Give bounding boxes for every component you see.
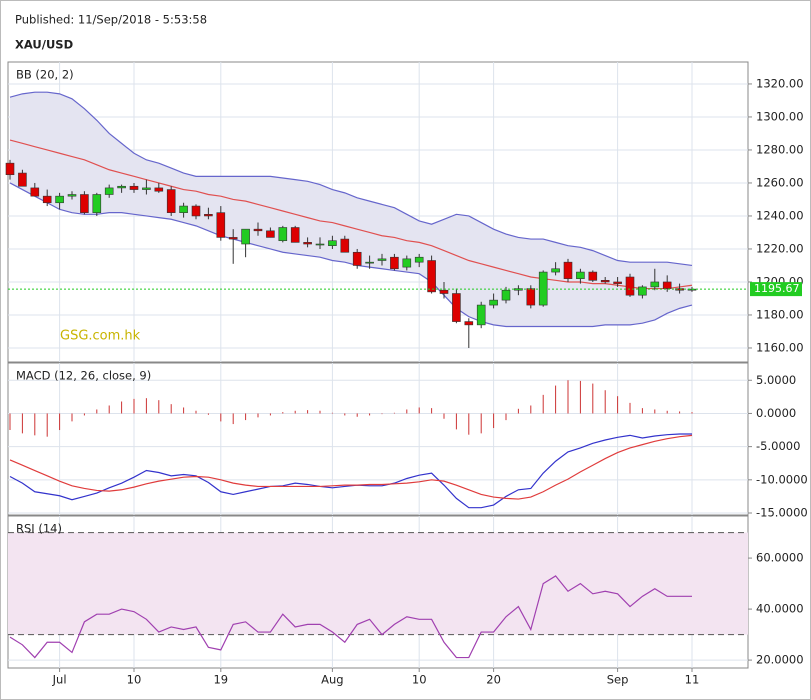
y-tick-label: -10.0000 <box>756 472 808 486</box>
band-lower <box>9 182 693 328</box>
candle-body <box>514 288 523 291</box>
candle-body <box>675 288 684 291</box>
band-area <box>10 92 692 327</box>
signal-line <box>9 434 693 500</box>
last-price-box <box>750 282 802 297</box>
candle-body <box>625 276 635 296</box>
candle-body <box>129 185 139 190</box>
level-band <box>8 532 748 635</box>
candle-body <box>613 281 622 284</box>
candle-body <box>315 243 325 246</box>
candle-body <box>154 187 164 192</box>
candle-body <box>439 289 449 294</box>
candle-body <box>228 237 238 240</box>
y-tick-label: 1260.00 <box>756 175 804 189</box>
y-tick-label: 0.0000 <box>756 406 796 420</box>
candle-body <box>501 289 511 301</box>
candle-body <box>80 194 89 213</box>
y-tick-label: 1320.00 <box>756 76 804 90</box>
x-tick-label: 11 <box>685 673 700 687</box>
candle-body <box>266 230 275 238</box>
y-tick-label: -5.0000 <box>756 439 800 453</box>
candle-body <box>427 260 436 293</box>
x-tick-label: 19 <box>213 673 228 687</box>
y-tick-label: 20.0000 <box>756 653 804 667</box>
macd-line <box>9 433 692 509</box>
candle-body <box>600 280 610 283</box>
candle-body <box>179 205 188 213</box>
watermark: GSG.com.hk <box>60 329 141 344</box>
candle-body <box>142 187 151 190</box>
candle-body <box>551 268 560 273</box>
x-tick-label: 20 <box>486 673 501 687</box>
candle-body <box>92 194 102 213</box>
candle-body <box>290 227 300 243</box>
pane <box>7 362 749 516</box>
candle-body <box>662 281 672 289</box>
candle-body <box>402 258 412 268</box>
candle-body <box>166 189 176 213</box>
x-tick-label: 10 <box>127 673 142 687</box>
y-tick-label: -15.0000 <box>756 506 808 520</box>
candle-body <box>638 286 647 296</box>
x-tick-label: Jul <box>52 673 67 687</box>
y-tick-label: 1280.00 <box>756 142 804 156</box>
y-tick-label: 1300.00 <box>756 109 804 123</box>
band-middle <box>9 139 693 290</box>
candle-body <box>278 227 288 242</box>
x-tick-label: Aug <box>321 673 343 687</box>
candle-body <box>352 251 362 266</box>
candle-body <box>5 162 15 176</box>
y-tick-label: 1160.00 <box>756 340 804 354</box>
candle-body <box>588 271 598 281</box>
pane-title: MACD (12, 26, close, 9) <box>16 369 151 383</box>
candle-body <box>216 212 226 238</box>
candle-body <box>452 293 461 322</box>
candle-body <box>526 288 536 306</box>
candle-body <box>18 172 27 187</box>
candle-body <box>303 242 312 245</box>
candle-body <box>191 205 201 217</box>
y-tick-label: 1240.00 <box>756 208 804 222</box>
candle-body <box>328 240 337 246</box>
candle-body <box>377 258 387 261</box>
y-tick-label: 5.0000 <box>756 373 796 387</box>
candle-body <box>576 271 585 279</box>
pane-title: BB (20, 2) <box>16 68 74 82</box>
candle-body <box>42 195 52 204</box>
candle-body <box>650 281 660 288</box>
candle-body <box>204 214 213 217</box>
candle-body <box>67 194 77 197</box>
y-tick-label: 1180.00 <box>756 307 804 321</box>
y-tick-label: 60.0000 <box>756 551 804 565</box>
y-tick-label: 40.0000 <box>756 602 804 616</box>
candle-body <box>464 321 474 326</box>
candle-body <box>563 261 573 279</box>
x-tick-label: 10 <box>412 673 427 687</box>
rsi-line <box>9 575 692 659</box>
candle-body <box>476 304 486 326</box>
candle-body <box>489 299 498 306</box>
y-tick-label: 1220.00 <box>756 241 804 255</box>
x-tick-label: Sep <box>607 673 629 687</box>
pane-title: RSI (14) <box>16 522 62 536</box>
candle-body <box>117 185 126 189</box>
published: Published: 11/Sep/2018 - 5:53:58 <box>15 13 207 27</box>
candle-body <box>340 238 350 253</box>
candle-body <box>55 195 64 204</box>
symbol: XAU/USD <box>15 38 73 52</box>
last-price-label: 1195.67 <box>754 282 800 295</box>
candle-body <box>414 256 424 263</box>
candle-body <box>241 228 250 245</box>
candle-body <box>365 261 374 264</box>
candle-body <box>390 256 399 270</box>
candle-body <box>30 187 40 197</box>
band-upper <box>9 91 693 267</box>
candle-body <box>538 271 548 306</box>
candle-body <box>253 228 263 232</box>
candle-body <box>104 187 114 195</box>
